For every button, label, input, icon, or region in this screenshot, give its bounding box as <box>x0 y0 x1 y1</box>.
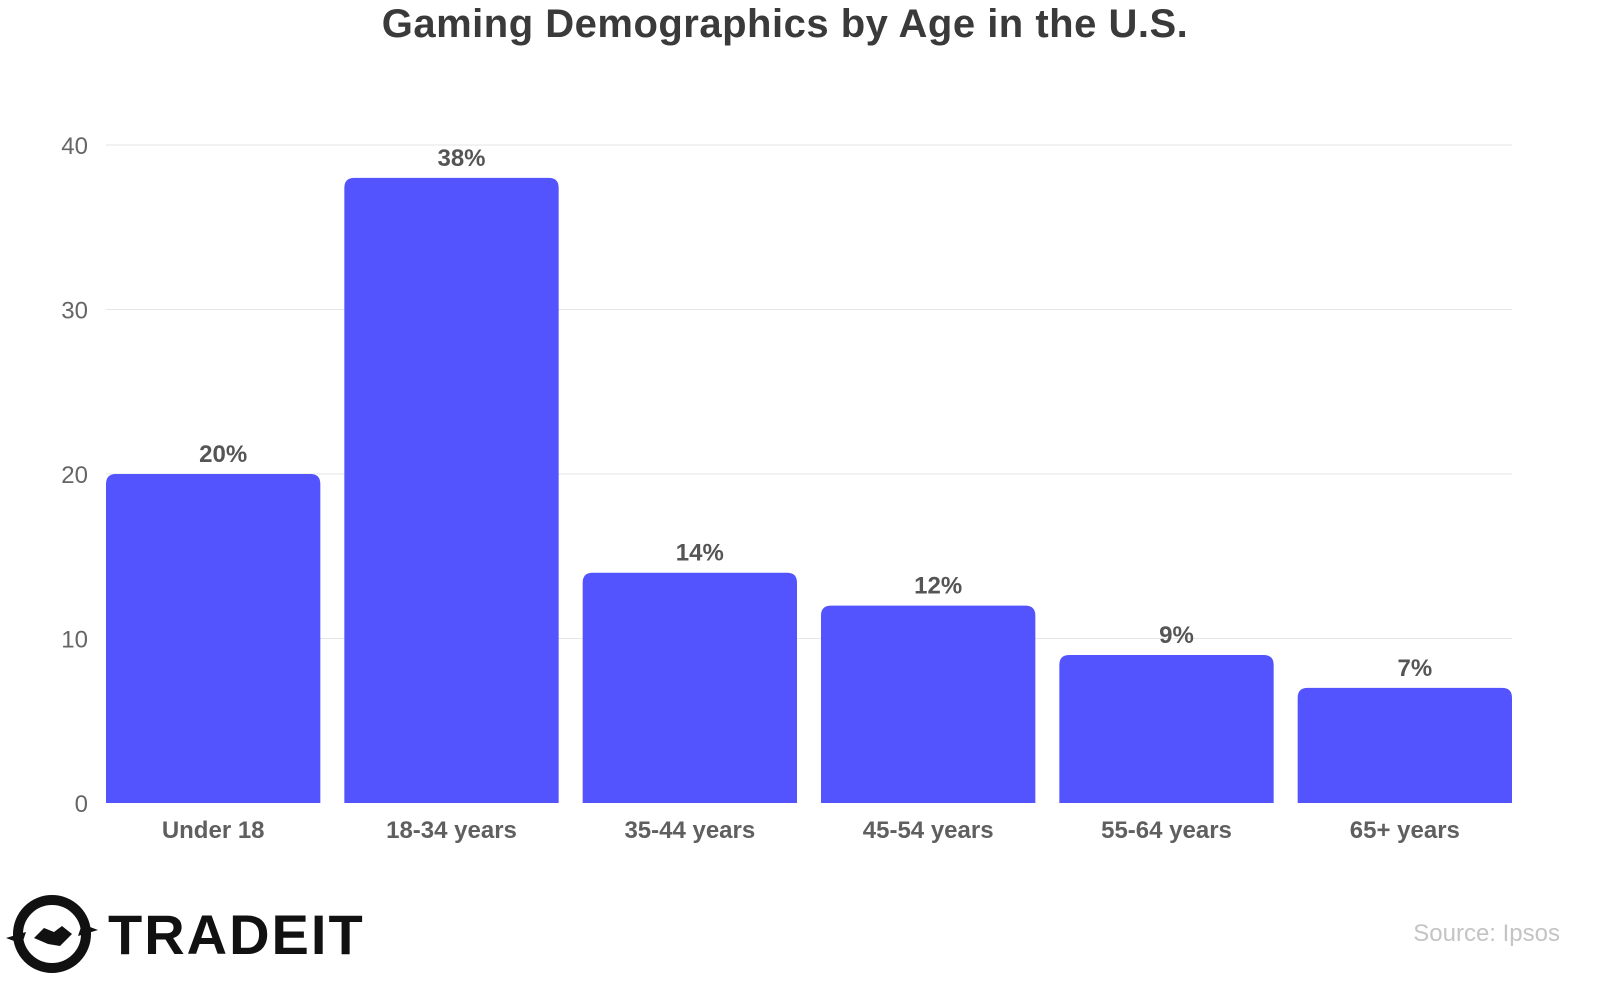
handshake-logo-icon <box>6 895 98 973</box>
y-tick-label: 30 <box>61 298 88 325</box>
y-axis-ticks: 0 10 20 30 40 <box>61 133 88 818</box>
data-labels: 20% 38% 14% 12% 9% 7% <box>199 145 1432 682</box>
bar-65-years <box>1297 687 1512 803</box>
data-label: 9% <box>1159 622 1194 649</box>
bar-18-34-years <box>344 177 559 803</box>
logo-text: TRADEIT <box>108 902 365 966</box>
chart-title: Gaming Demographics by Age in the U.S. <box>381 2 1189 46</box>
bar-chart: 0 10 20 30 40 20% 38% 14% 12% 9% 7% Under 18 18-34… <box>61 133 1512 844</box>
data-label: 7% <box>1397 655 1432 682</box>
gridlines <box>106 144 1512 639</box>
bars <box>106 177 1512 803</box>
y-tick-label: 20 <box>61 462 88 489</box>
data-label: 12% <box>914 573 962 600</box>
tradeit-logo: TRADEIT <box>4 892 365 976</box>
x-axis-categories: Under 18 18-34 years 35-44 years 45-54 year… <box>162 817 1460 844</box>
source-note: Source: Ipsos <box>1413 920 1560 947</box>
category-label: 45-54 years <box>863 817 994 844</box>
y-tick-label: 0 <box>75 791 88 818</box>
category-label: 65+ years <box>1350 817 1460 844</box>
y-tick-label: 40 <box>61 133 88 160</box>
bar-under-18 <box>106 474 321 803</box>
category-label: 55-64 years <box>1101 817 1232 844</box>
data-label: 14% <box>676 540 724 567</box>
category-label: 35-44 years <box>624 817 755 844</box>
category-label: Under 18 <box>162 817 265 844</box>
data-label: 38% <box>437 145 485 172</box>
category-label: 18-34 years <box>386 817 517 844</box>
data-label: 20% <box>199 441 247 468</box>
bar-55-64-years <box>1059 654 1274 803</box>
bar-35-44-years <box>582 572 797 803</box>
bar-45-54-years <box>821 605 1036 803</box>
y-tick-label: 10 <box>61 627 88 654</box>
